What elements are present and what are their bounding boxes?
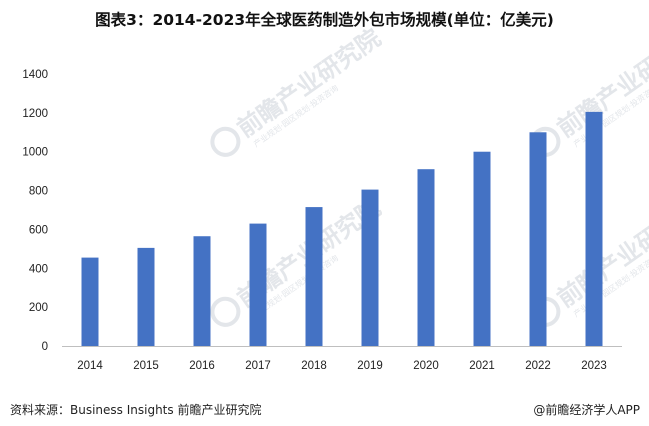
bar-2014 (81, 257, 99, 346)
y-tick-label: 1400 (22, 69, 48, 81)
x-axis: 2014 2015 2016 2017 2018 2019 2020 2021 2022 2023 (62, 346, 622, 372)
watermark-text: 前瞻产业研究院 (232, 24, 386, 143)
bar-series (81, 111, 603, 346)
bar-2022 (529, 132, 547, 346)
bar-2017 (249, 223, 267, 346)
bar-2023 (585, 111, 603, 346)
bar-2021 (473, 151, 491, 346)
y-tick-label: 600 (29, 224, 48, 236)
y-tick-label: 400 (29, 263, 48, 275)
x-tick-label: 2016 (189, 360, 215, 372)
y-axis: 0 200 400 600 800 1000 1200 1400 (22, 69, 48, 353)
x-tick-label: 2019 (357, 360, 383, 372)
bar-2016 (193, 236, 211, 346)
x-tick-label: 2021 (469, 360, 495, 372)
y-tick-label: 200 (29, 302, 48, 314)
y-tick-label: 1000 (22, 147, 48, 159)
x-tick-label: 2018 (301, 360, 327, 372)
x-tick-label: 2022 (525, 360, 551, 372)
footer-source: 资料来源：Business Insights 前瞻产业研究院 (10, 403, 262, 417)
bar-2015 (137, 247, 155, 346)
watermark-logo-icon (210, 126, 241, 157)
footer-brand: @前瞻经济学人APP (533, 403, 640, 417)
watermark-logo-icon (210, 296, 241, 327)
x-tick-label: 2020 (413, 360, 439, 372)
x-tick-label: 2015 (133, 360, 159, 372)
bar-2018 (305, 207, 323, 346)
y-tick-label: 1200 (22, 108, 48, 120)
bar-2019 (361, 189, 379, 346)
y-tick-label: 0 (42, 341, 48, 353)
chart-title: 图表3：2014-2023年全球医药制造外包市场规模(单位：亿美元) (95, 11, 554, 29)
x-tick-label: 2023 (581, 360, 607, 372)
y-tick-label: 800 (29, 186, 48, 198)
bar-2020 (417, 169, 435, 346)
x-tick-label: 2014 (77, 360, 103, 372)
x-tick-label: 2017 (245, 360, 271, 372)
